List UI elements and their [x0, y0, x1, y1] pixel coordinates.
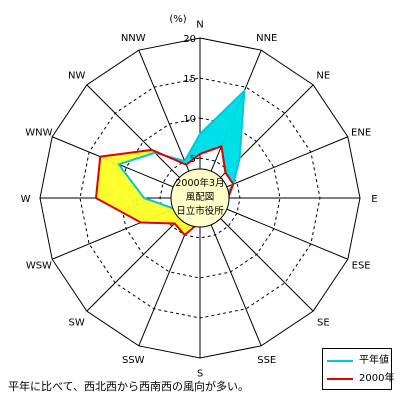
direction-label-WSW: WSW	[26, 261, 52, 272]
center-label-line-0: 2000年3月	[175, 177, 224, 189]
legend-swatch-2000	[327, 378, 353, 380]
legend-label-annual: 平年値	[359, 355, 389, 366]
direction-labels: N NNE NE ENE E ESE SE SSE S SSW SW WSW W WNW NW NNW	[21, 20, 378, 380]
legend-item-2000: 2000年	[327, 372, 395, 386]
legend-item-annual: 平年値	[327, 354, 391, 368]
direction-label-SE: SE	[317, 317, 330, 328]
direction-label-W: W	[21, 194, 31, 205]
direction-label-NW: NW	[68, 71, 85, 82]
fill-sector-W	[96, 156, 144, 198]
direction-label-SSW: SSW	[122, 355, 145, 366]
direction-label-NE: NE	[316, 71, 330, 82]
center-label-line-1: 風配図	[186, 192, 215, 203]
direction-label-N: N	[196, 20, 203, 31]
unit-label: (%)	[169, 14, 186, 25]
center-label-line-2: 日立市役所	[176, 205, 224, 217]
direction-label-E: E	[371, 194, 377, 205]
direction-label-NNE: NNE	[256, 33, 277, 44]
fill-sector-NNE	[221, 90, 245, 173]
legend: 平年値 2000年	[322, 348, 395, 390]
legend-label-2000: 2000年	[359, 373, 395, 384]
fill-sector-WSW	[96, 198, 175, 223]
tick-label-10: 10	[183, 114, 196, 125]
tick-label-15: 15	[183, 74, 196, 85]
fill-sector-N	[200, 90, 245, 154]
direction-label-NNW: NNW	[121, 33, 146, 44]
legend-swatch-annual	[327, 360, 353, 362]
direction-label-SSE: SSE	[257, 355, 276, 366]
direction-label-SW: SW	[69, 317, 85, 328]
direction-label-ESE: ESE	[352, 261, 371, 272]
chart-caption: 平年に比べて、西北西から西南西の風向が多い。	[8, 380, 250, 393]
center-circle	[170, 168, 230, 228]
direction-label-WNW: WNW	[25, 127, 52, 138]
tick-label-5: 5	[190, 154, 196, 165]
tick-label-20: 20	[183, 34, 196, 45]
fill-sector-WNW	[100, 149, 155, 165]
direction-label-S: S	[197, 368, 203, 379]
direction-label-ENE: ENE	[351, 127, 371, 138]
